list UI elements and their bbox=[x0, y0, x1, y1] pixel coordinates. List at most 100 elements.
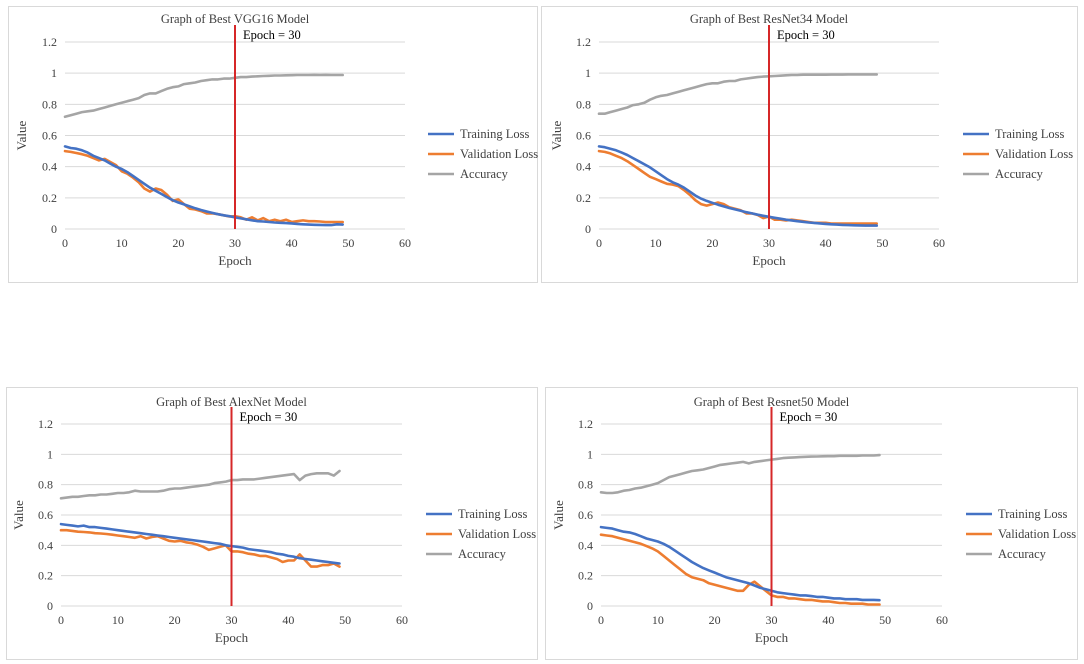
x-axis-label: Epoch bbox=[752, 253, 786, 268]
x-tick-label: 40 bbox=[282, 613, 294, 627]
legend-label-training: Training Loss bbox=[458, 507, 527, 521]
x-tick-label: 60 bbox=[933, 236, 945, 250]
chart-panel-b: Graph of Best ResNet34 Model 0 0.2 0.4 0.6 0.… bbox=[541, 6, 1078, 283]
y-tick-label: 0.4 bbox=[38, 538, 53, 552]
legend-label-accuracy: Accuracy bbox=[995, 167, 1044, 181]
series-line-training bbox=[599, 525, 881, 602]
x-tick-label: 10 bbox=[116, 236, 128, 250]
series-line-validation bbox=[59, 528, 341, 568]
x-tick-label: 40 bbox=[822, 613, 834, 627]
x-tick-label: 30 bbox=[229, 236, 241, 250]
y-tick-label: 0 bbox=[587, 599, 593, 613]
legend-label-validation: Validation Loss bbox=[998, 527, 1076, 541]
y-tick-label: 0.4 bbox=[578, 538, 593, 552]
y-tick-label: 0.4 bbox=[576, 160, 591, 174]
x-axis-label: Epoch bbox=[218, 253, 252, 268]
chart-panel-c: Graph of Best AlexNet Model 0 0.2 0.4 0.6 0.8… bbox=[6, 387, 538, 660]
x-tick-label: 50 bbox=[879, 613, 891, 627]
y-tick-label: 0 bbox=[51, 222, 57, 236]
series-line-accuracy bbox=[63, 73, 345, 119]
y-axis-label: Value bbox=[551, 500, 566, 530]
series-line-accuracy bbox=[59, 469, 341, 500]
y-tick-label: 0.6 bbox=[42, 129, 57, 143]
chart-title: Graph of Best VGG16 Model bbox=[161, 12, 310, 26]
legend-label-validation: Validation Loss bbox=[460, 147, 538, 161]
y-tick-label: 0.6 bbox=[576, 129, 591, 143]
y-tick-label: 1 bbox=[51, 66, 57, 80]
x-axis-label: Epoch bbox=[215, 630, 249, 645]
y-tick-label: 1.2 bbox=[576, 35, 591, 49]
legend-label-accuracy: Accuracy bbox=[458, 547, 507, 561]
x-axis-label: Epoch bbox=[755, 630, 789, 645]
chart-panel-d: Graph of Best Resnet50 Model 0 0.2 0.4 0.6 0.… bbox=[545, 387, 1078, 660]
legend-label-accuracy: Accuracy bbox=[460, 167, 509, 181]
x-tick-label: 20 bbox=[169, 613, 181, 627]
x-tick-label: 60 bbox=[399, 236, 411, 250]
x-tick-label: 0 bbox=[58, 613, 64, 627]
y-axis-label: Value bbox=[549, 120, 564, 150]
chart-frame bbox=[6, 387, 538, 660]
x-tick-label: 20 bbox=[706, 236, 718, 250]
y-tick-label: 1.2 bbox=[578, 417, 593, 431]
x-tick-label: 50 bbox=[342, 236, 354, 250]
y-tick-label: 0.2 bbox=[576, 191, 591, 205]
chart-title: Graph of Best ResNet34 Model bbox=[690, 12, 849, 26]
x-tick-label: 30 bbox=[226, 613, 238, 627]
y-tick-label: 0 bbox=[47, 599, 53, 613]
y-tick-label: 0.8 bbox=[578, 478, 593, 492]
y-tick-label: 0.6 bbox=[578, 508, 593, 522]
epoch-marker-label: Epoch = 30 bbox=[240, 410, 298, 424]
y-tick-label: 1 bbox=[587, 447, 593, 461]
x-tick-label: 30 bbox=[766, 613, 778, 627]
series-line-validation bbox=[599, 533, 881, 606]
x-tick-label: 50 bbox=[339, 613, 351, 627]
x-tick-label: 0 bbox=[598, 613, 604, 627]
series-line-accuracy bbox=[597, 73, 879, 115]
x-tick-label: 10 bbox=[112, 613, 124, 627]
series-line-training bbox=[597, 145, 879, 227]
y-tick-label: 0.6 bbox=[38, 508, 53, 522]
epoch-marker-label: Epoch = 30 bbox=[777, 28, 835, 42]
y-tick-label: 0.8 bbox=[576, 97, 591, 111]
legend-label-accuracy: Accuracy bbox=[998, 547, 1047, 561]
x-tick-label: 0 bbox=[596, 236, 602, 250]
y-tick-label: 0.2 bbox=[38, 569, 53, 583]
chart-panel-a: Graph of Best VGG16 Model 0 0.2 0.4 0.6 0.8 1 1… bbox=[8, 6, 538, 283]
x-tick-label: 40 bbox=[286, 236, 298, 250]
y-tick-label: 1 bbox=[585, 66, 591, 80]
x-tick-label: 20 bbox=[172, 236, 184, 250]
legend-label-validation: Validation Loss bbox=[995, 147, 1073, 161]
y-tick-label: 0.8 bbox=[42, 97, 57, 111]
epoch-marker-label: Epoch = 30 bbox=[243, 28, 301, 42]
y-tick-label: 0 bbox=[585, 222, 591, 236]
chart-frame bbox=[541, 6, 1078, 283]
y-tick-label: 0.8 bbox=[38, 478, 53, 492]
y-tick-label: 0.2 bbox=[578, 569, 593, 583]
y-tick-label: 0.4 bbox=[42, 160, 57, 174]
chart-frame bbox=[8, 6, 538, 283]
y-tick-label: 1.2 bbox=[42, 35, 57, 49]
series-line-validation bbox=[63, 149, 345, 224]
legend-label-training: Training Loss bbox=[995, 127, 1064, 141]
chart-title: Graph of Best AlexNet Model bbox=[156, 395, 307, 409]
x-tick-label: 60 bbox=[936, 613, 948, 627]
x-tick-label: 60 bbox=[396, 613, 408, 627]
legend-label-training: Training Loss bbox=[460, 127, 529, 141]
x-tick-label: 40 bbox=[820, 236, 832, 250]
x-tick-label: 30 bbox=[763, 236, 775, 250]
legend-label-training: Training Loss bbox=[998, 507, 1067, 521]
epoch-marker-label: Epoch = 30 bbox=[780, 410, 838, 424]
y-axis-label: Value bbox=[11, 500, 26, 530]
y-tick-label: 0.2 bbox=[42, 191, 57, 205]
x-tick-label: 20 bbox=[709, 613, 721, 627]
series-line-accuracy bbox=[599, 453, 881, 495]
chart-title: Graph of Best Resnet50 Model bbox=[694, 395, 850, 409]
y-axis-label: Value bbox=[14, 120, 29, 150]
x-tick-label: 10 bbox=[650, 236, 662, 250]
y-tick-label: 1 bbox=[47, 447, 53, 461]
legend-label-validation: Validation Loss bbox=[458, 527, 536, 541]
x-tick-label: 50 bbox=[876, 236, 888, 250]
series-line-training bbox=[59, 522, 341, 565]
series-line-training bbox=[63, 145, 345, 227]
x-tick-label: 10 bbox=[652, 613, 664, 627]
